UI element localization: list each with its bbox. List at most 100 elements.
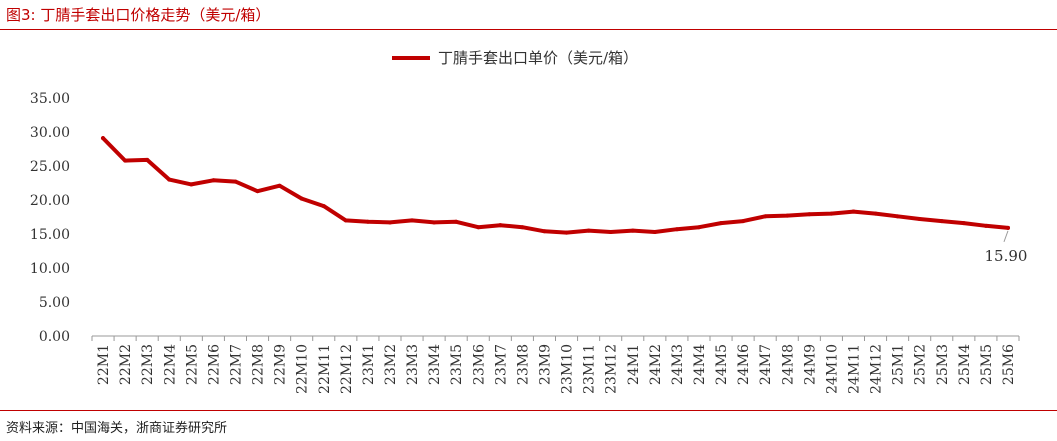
x-tick-label: 24M5 [714, 344, 730, 385]
x-tick-label: 23M7 [493, 344, 509, 385]
x-tick-label: 23M4 [427, 344, 443, 385]
data-point [961, 221, 966, 226]
x-tick-label: 22M6 [206, 344, 222, 385]
x-tick-label: 23M6 [471, 344, 487, 385]
data-point [343, 218, 348, 223]
x-tick-label: 24M3 [670, 344, 686, 385]
data-point [851, 209, 856, 214]
series-line [101, 136, 1010, 235]
y-tick-label: 15.00 [30, 227, 70, 243]
data-point [498, 223, 503, 228]
x-tick-label: 23M5 [449, 344, 465, 385]
x-tick-label: 24M10 [824, 344, 840, 394]
data-point [542, 229, 547, 234]
data-point [674, 227, 679, 232]
annotation-leader [1003, 230, 1009, 243]
data-point [586, 228, 591, 233]
x-tick-label: 23M9 [537, 344, 553, 385]
x-tick-label: 24M11 [846, 344, 862, 394]
x-tick-label: 25M2 [913, 344, 929, 385]
data-point [255, 189, 260, 194]
y-tick-label: 30.00 [30, 125, 70, 141]
source-note: 资料来源：中国海关，浙商证券研究所 [6, 421, 228, 436]
data-point [211, 178, 216, 183]
y-tick-label: 0.00 [39, 329, 70, 345]
data-point [829, 211, 834, 216]
data-point [608, 229, 613, 234]
x-tick-label: 25M5 [979, 344, 995, 385]
x-tick-label: 25M3 [935, 344, 951, 385]
data-point [123, 158, 128, 163]
x-axis: 22M1 22M2 22M3 22M4 22M5 22M6 22M7 22M8 22M9 22M1… [91, 335, 1020, 394]
data-point [233, 179, 238, 184]
x-tick-label: 22M10 [295, 344, 311, 394]
data-point [145, 157, 150, 162]
y-tick-label: 25.00 [30, 159, 70, 175]
data-point [696, 225, 701, 230]
legend-label: 丁腈手套出口单价（美元/箱） [438, 49, 638, 67]
data-point [873, 211, 878, 216]
data-point [719, 221, 724, 226]
data-point [476, 225, 481, 230]
x-tick-label: 22M11 [317, 344, 333, 394]
y-tick-label: 35.00 [30, 91, 70, 107]
top-rule [0, 29, 1057, 30]
bottom-rule [0, 410, 1057, 411]
x-tick-label: 24M8 [780, 344, 796, 385]
x-tick-label: 23M10 [560, 344, 576, 394]
x-tick-label: 23M12 [604, 344, 620, 394]
legend: 丁腈手套出口单价（美元/箱） [392, 49, 638, 67]
x-tick-label: 23M11 [582, 344, 598, 394]
x-tick-label: 23M8 [515, 344, 531, 385]
data-point [167, 177, 172, 182]
data-label: 15.90 [984, 247, 1027, 265]
x-tick-label: 24M9 [802, 344, 818, 385]
y-tick-label: 5.00 [39, 295, 70, 311]
y-tick-label: 10.00 [30, 261, 70, 277]
data-point [652, 229, 657, 234]
x-tick-label: 22M2 [118, 344, 134, 385]
data-point [763, 214, 768, 219]
x-tick-label: 22M4 [162, 344, 178, 385]
data-point [939, 219, 944, 224]
data-point [299, 196, 304, 201]
x-tick-label: 22M1 [96, 344, 112, 385]
data-point [410, 218, 415, 223]
x-tick-label: 24M1 [626, 344, 642, 385]
x-tick-label: 24M4 [692, 344, 708, 385]
x-tick-label: 22M7 [228, 344, 244, 385]
x-tick-label: 25M1 [891, 344, 907, 385]
data-point [785, 213, 790, 218]
x-tick-label: 25M4 [957, 344, 973, 385]
x-tick-label: 25M6 [1001, 344, 1017, 385]
data-point [917, 217, 922, 222]
figure-title: 图3: 丁腈手套出口价格走势（美元/箱） [6, 6, 271, 24]
y-axis: 0.00 5.00 10.00 15.00 20.00 25.00 30.00 35.00 [30, 91, 70, 345]
data-point [321, 204, 326, 209]
x-tick-label: 24M7 [758, 344, 774, 385]
line-chart: 丁腈手套出口单价（美元/箱） 0.00 5.00 10.00 15.00 20.00 25… [30, 49, 1028, 394]
data-point [630, 228, 635, 233]
x-tick-label: 23M1 [361, 344, 377, 385]
plot-area: 15.90 [101, 136, 1027, 265]
x-tick-label: 22M5 [184, 344, 200, 385]
x-tick-label: 22M8 [251, 344, 267, 385]
data-point [983, 223, 988, 228]
x-tick-label: 24M6 [736, 344, 752, 385]
data-point [432, 220, 437, 225]
y-tick-label: 20.00 [30, 193, 70, 209]
x-tick-label: 24M12 [869, 344, 885, 394]
data-point [277, 183, 282, 188]
data-point [895, 214, 900, 219]
data-point [520, 225, 525, 230]
x-tick-label: 23M2 [383, 344, 399, 385]
data-point [387, 220, 392, 225]
data-point [189, 182, 194, 187]
x-tick-label: 24M2 [648, 344, 664, 385]
data-point [564, 230, 569, 235]
data-point [365, 219, 370, 224]
data-point [807, 212, 812, 217]
x-tick-label: 22M12 [339, 344, 355, 394]
x-tick-label: 23M3 [405, 344, 421, 385]
data-point [741, 219, 746, 224]
